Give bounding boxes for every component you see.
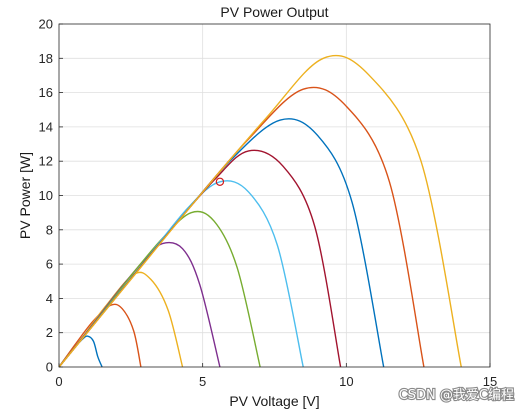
y-tick-label: 16: [39, 85, 53, 100]
y-tick-label: 10: [39, 188, 53, 203]
grid-lines: [59, 24, 490, 367]
x-tick-label: 0: [55, 374, 62, 389]
y-tick-label: 8: [46, 222, 53, 237]
y-tick-label: 12: [39, 154, 53, 169]
y-tick-label: 0: [46, 360, 53, 375]
power-curve-10: [58, 54, 462, 368]
mpp-marker: [215, 177, 225, 186]
x-tick-label: 5: [199, 374, 206, 389]
power-curve-2: [58, 303, 142, 368]
y-tick-label: 18: [39, 51, 53, 66]
mpp-marker-layer: [215, 177, 225, 186]
x-axis-ticks: 0 5 10 15: [55, 363, 497, 389]
watermark-text: CSDN @我爱C编程: [399, 388, 514, 403]
y-tick-label: 6: [46, 257, 53, 272]
power-curves: [58, 54, 462, 368]
y-tick-label: 14: [39, 119, 53, 134]
y-tick-label: 4: [46, 291, 53, 306]
y-axis-ticks: 0 2 4 6 8 10 12 14 16 18 20: [39, 17, 63, 375]
x-tick-label: 15: [483, 374, 497, 389]
watermark: CSDN @我爱C编程: [398, 387, 515, 404]
x-axis-label: PV Voltage [V]: [229, 393, 319, 409]
x-tick-label: 10: [339, 374, 353, 389]
chart-title: PV Power Output: [220, 4, 328, 20]
y-tick-label: 2: [46, 325, 53, 340]
y-axis-label: PV Power [W]: [17, 152, 33, 239]
y-tick-label: 20: [39, 17, 53, 32]
